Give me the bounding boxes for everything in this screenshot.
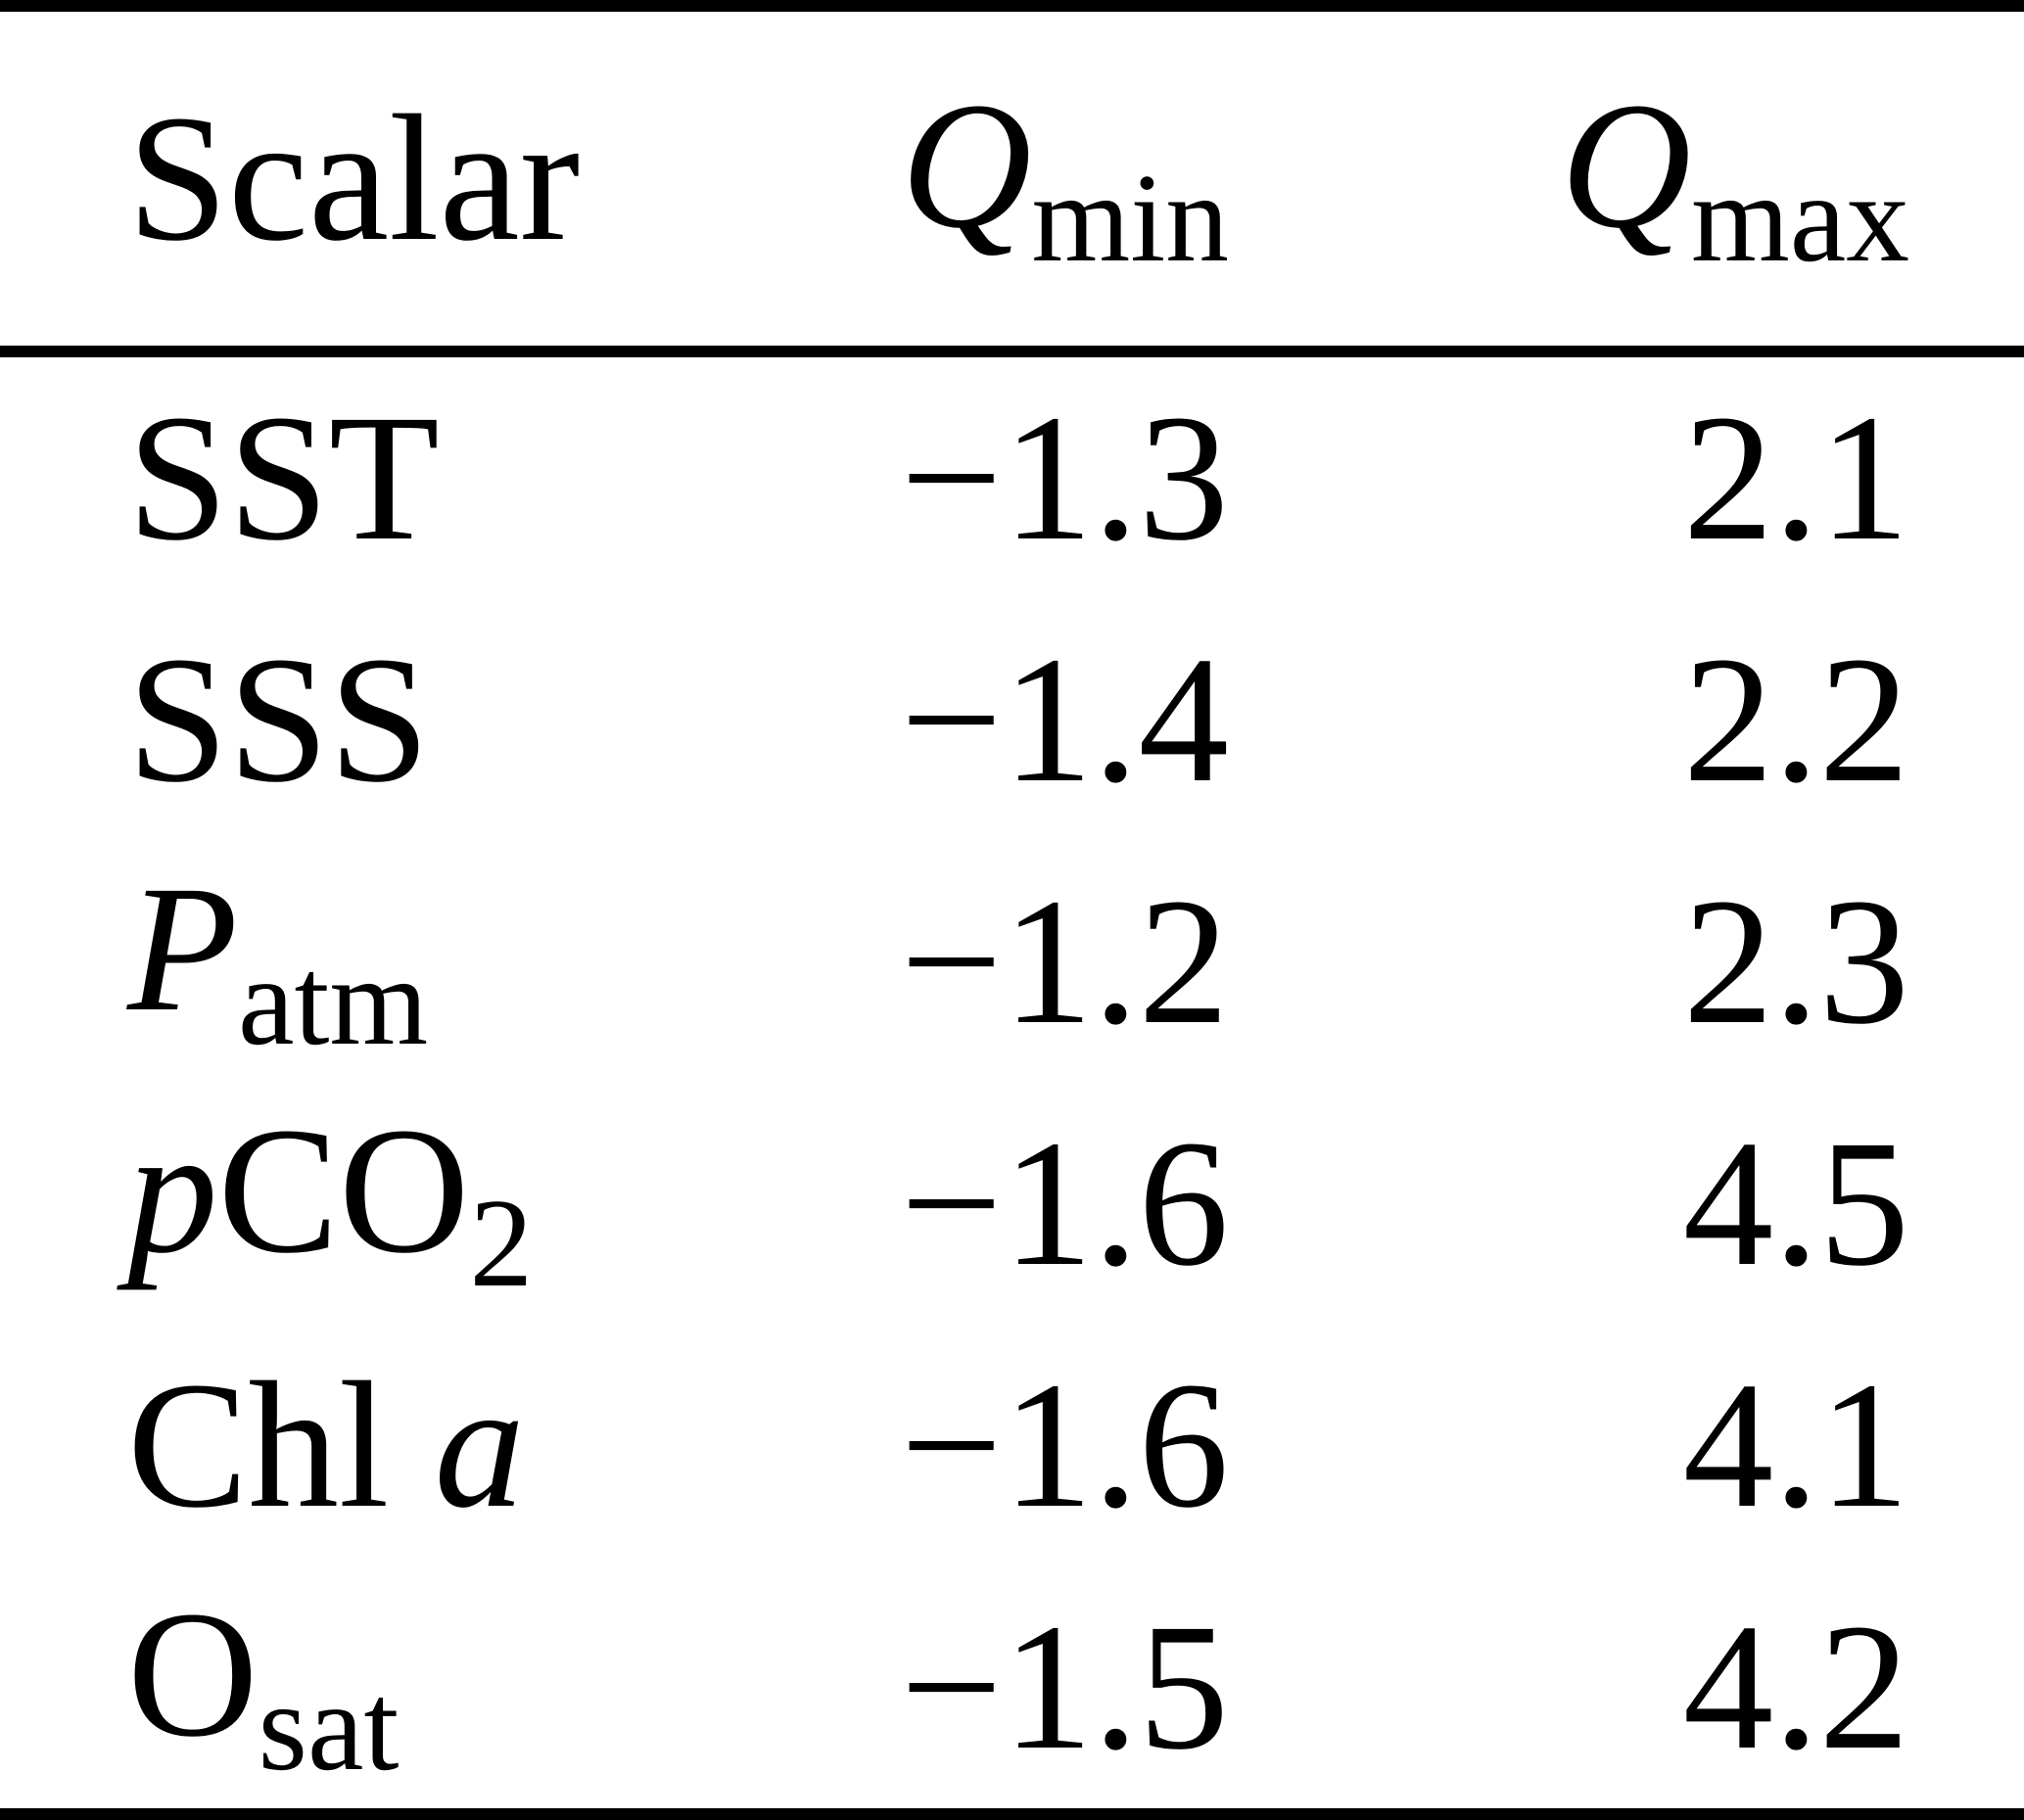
scalar-label: Patm bbox=[127, 848, 428, 1065]
scalar-label: SST bbox=[127, 378, 440, 579]
qmax-value: 4.5 bbox=[1682, 1103, 1909, 1304]
scalar-cell: SST bbox=[0, 351, 832, 599]
qmax-value: 4.1 bbox=[1682, 1345, 1909, 1546]
plain-text: SST bbox=[127, 378, 440, 579]
header-cell-qmax: Qmax bbox=[1229, 6, 2024, 357]
scalar-cell: Chl a bbox=[0, 1325, 832, 1566]
qmax-value: 4.2 bbox=[1682, 1587, 1909, 1788]
qmin-cell: −1.4 bbox=[832, 599, 1229, 841]
table-row: Osat −1.5 4.2 bbox=[0, 1566, 2024, 1814]
qmin-cell: −1.6 bbox=[832, 1083, 1229, 1325]
scalar-cell: Patm bbox=[0, 841, 832, 1083]
header-cell-scalar: Scalar bbox=[0, 6, 832, 357]
qmax-cell: 4.1 bbox=[1229, 1325, 2024, 1566]
scalar-cell: Osat bbox=[0, 1566, 832, 1814]
plain-text: CO bbox=[217, 1090, 470, 1291]
qmax-cell: 2.1 bbox=[1229, 351, 2024, 599]
qmax-cell: 2.3 bbox=[1229, 841, 2024, 1083]
table-row: SST −1.3 2.1 bbox=[0, 351, 2024, 599]
subscript-text: max bbox=[1691, 148, 1909, 289]
subscript-text: min bbox=[1031, 148, 1229, 289]
qmin-cell: −1.6 bbox=[832, 1325, 1229, 1566]
table-row: Patm −1.2 2.3 bbox=[0, 841, 2024, 1083]
qmax-value: 2.1 bbox=[1682, 378, 1909, 579]
scalar-label: pCO2 bbox=[127, 1090, 533, 1307]
qmin-value: −1.2 bbox=[900, 862, 1229, 1062]
qmin-value: −1.6 bbox=[900, 1345, 1229, 1546]
plain-text: O bbox=[127, 1573, 259, 1775]
scalar-cell: pCO2 bbox=[0, 1083, 832, 1325]
qmax-cell: 2.2 bbox=[1229, 599, 2024, 841]
qmax-value: 2.3 bbox=[1682, 862, 1909, 1062]
scalar-label: Chl a bbox=[127, 1345, 525, 1546]
italic-text: p bbox=[127, 1090, 218, 1291]
qmin-cell: −1.5 bbox=[832, 1566, 1229, 1814]
plain-text: SSS bbox=[127, 620, 430, 820]
table-row: Chl a −1.6 4.1 bbox=[0, 1325, 2024, 1566]
italic-text: Q bbox=[1560, 65, 1692, 266]
header-scalar-label: Scalar bbox=[127, 78, 580, 279]
scalar-label: Osat bbox=[127, 1573, 399, 1791]
qmin-value: −1.3 bbox=[900, 378, 1229, 579]
header-qmax-label: Qmax bbox=[1560, 65, 1909, 282]
header-cell-qmin: Qmin bbox=[832, 6, 1229, 357]
plain-text: Scalar bbox=[127, 78, 581, 279]
subscript-text: 2 bbox=[469, 1173, 534, 1314]
scalar-cell: SSS bbox=[0, 599, 832, 841]
subscript-text: sat bbox=[258, 1657, 400, 1797]
qmin-cell: −1.2 bbox=[832, 841, 1229, 1083]
qmin-value: −1.4 bbox=[900, 620, 1229, 820]
scalar-label: SSS bbox=[127, 620, 430, 820]
qmax-cell: 4.2 bbox=[1229, 1566, 2024, 1814]
qmax-value: 2.2 bbox=[1682, 620, 1909, 820]
italic-text: Q bbox=[900, 65, 1032, 266]
header-row: Scalar Qmin Qmax bbox=[0, 6, 2024, 357]
subscript-text: atm bbox=[238, 931, 429, 1072]
qmin-value: −1.5 bbox=[900, 1587, 1229, 1788]
italic-text: P bbox=[127, 848, 239, 1050]
table-row: SSS −1.4 2.2 bbox=[0, 599, 2024, 841]
table-row: pCO2 −1.6 4.5 bbox=[0, 1083, 2024, 1325]
header-qmin-label: Qmin bbox=[900, 65, 1229, 282]
table-header: Scalar Qmin Qmax bbox=[0, 6, 2024, 357]
qmax-cell: 4.5 bbox=[1229, 1083, 2024, 1325]
table-body: SST −1.3 2.1 SSS −1.4 2.2 Patm −1.2 2.3 bbox=[0, 351, 2024, 1814]
italic-text: a bbox=[434, 1345, 526, 1546]
qmin-cell: −1.3 bbox=[832, 351, 1229, 599]
qmin-value: −1.6 bbox=[900, 1103, 1229, 1304]
plain-text: Chl bbox=[127, 1345, 435, 1546]
